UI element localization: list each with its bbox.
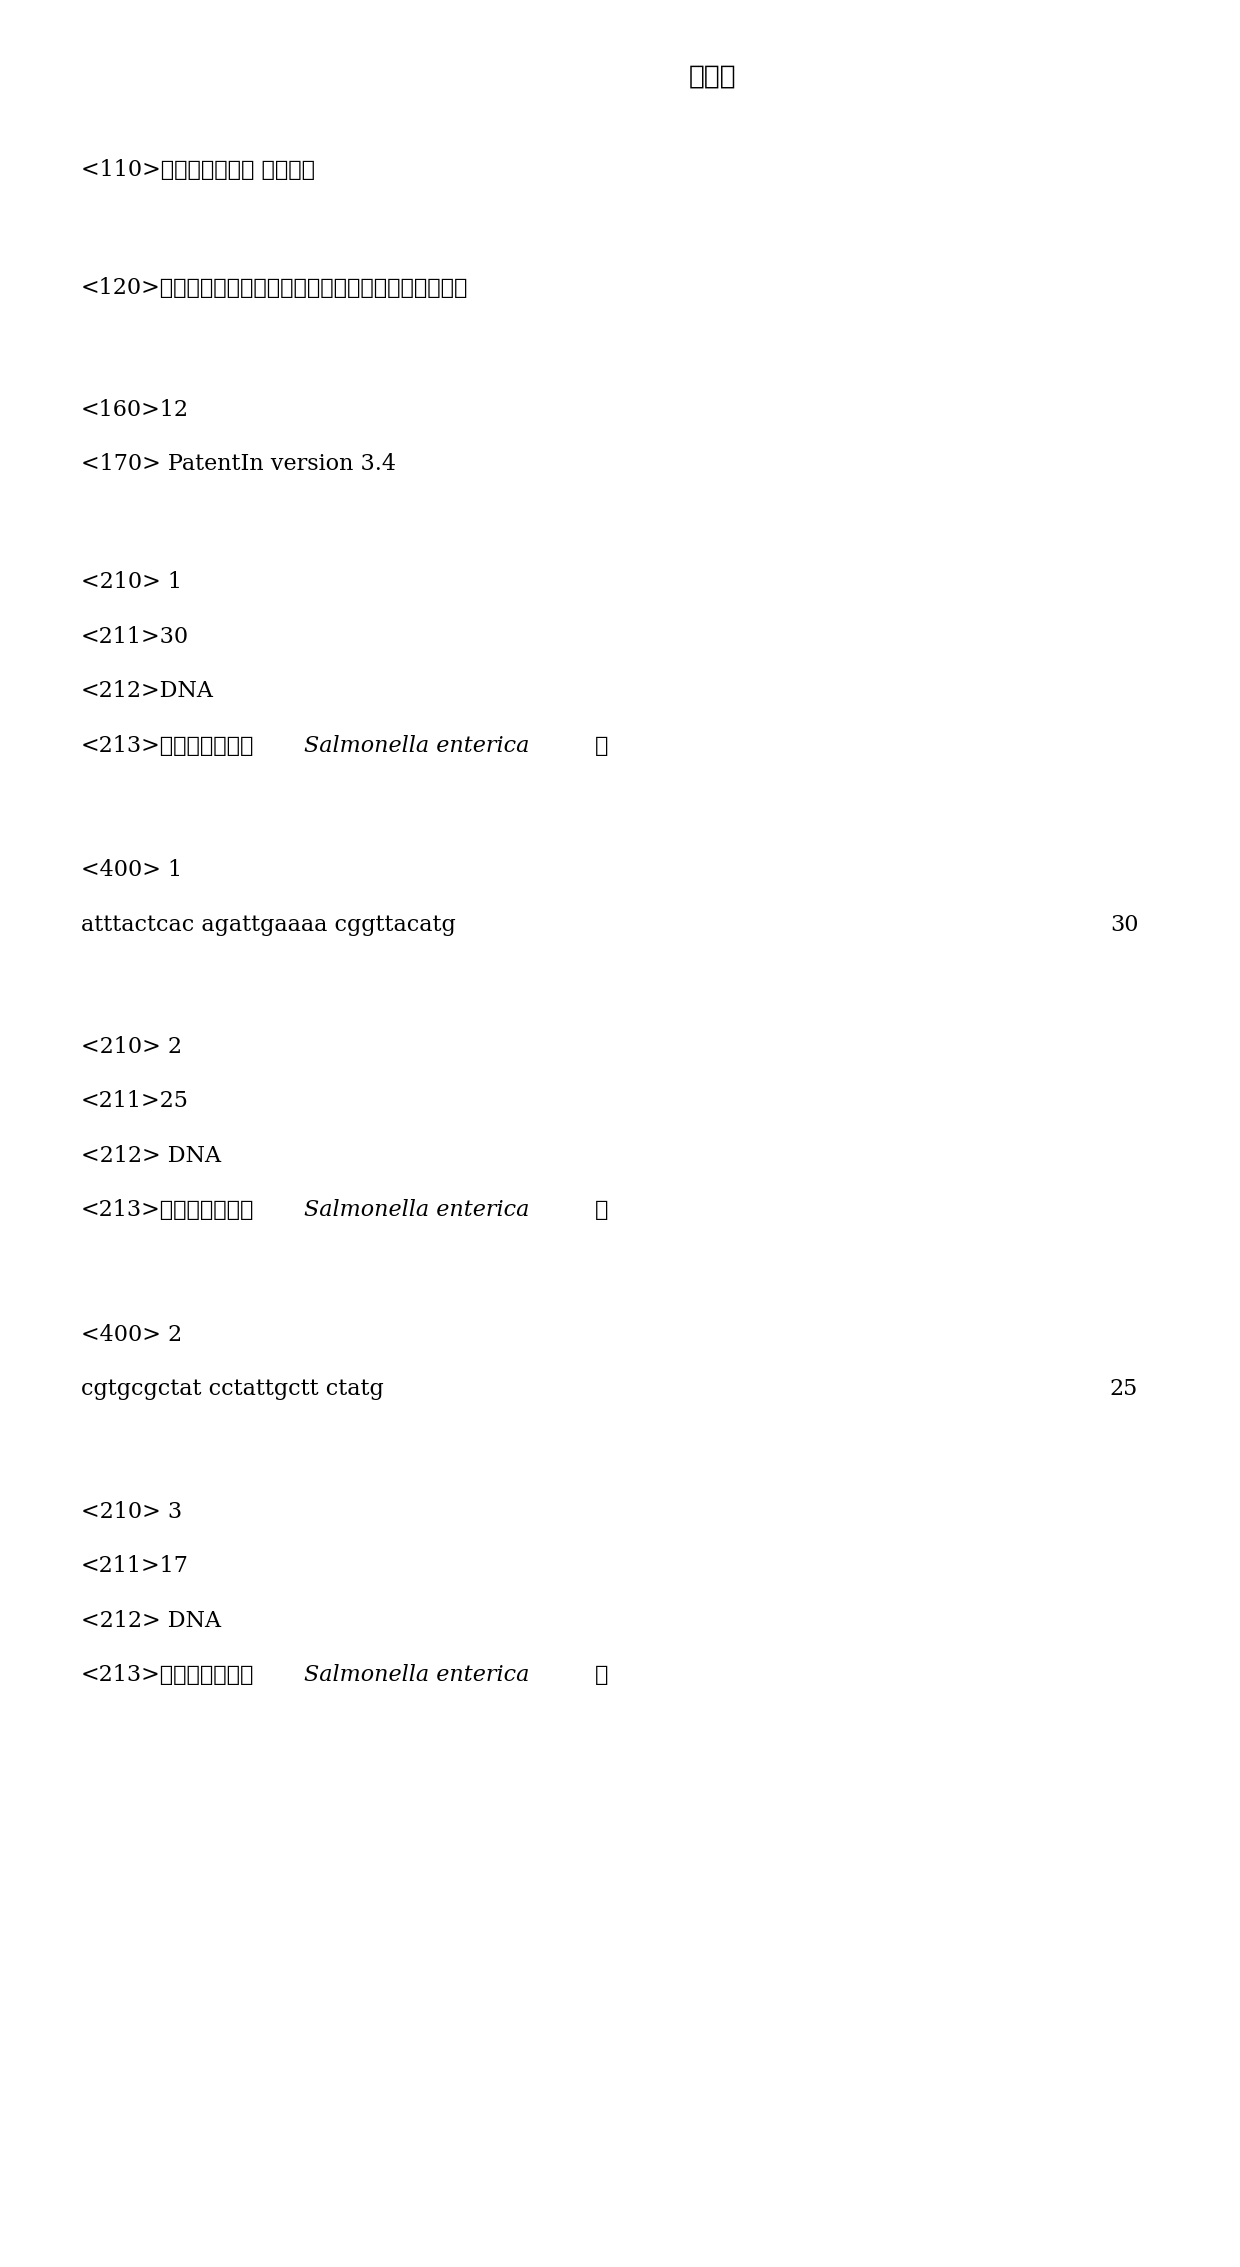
Text: <212> DNA: <212> DNA	[81, 1610, 221, 1632]
Text: ）: ）	[595, 1199, 609, 1222]
Text: <160>12: <160>12	[81, 399, 188, 422]
Text: 30: 30	[1110, 914, 1138, 936]
Text: <212>DNA: <212>DNA	[81, 680, 213, 703]
Text: <213>肠炎沙门氏菌（: <213>肠炎沙门氏菌（	[81, 1199, 254, 1222]
Text: 25: 25	[1110, 1378, 1138, 1401]
Text: <210> 1: <210> 1	[81, 571, 181, 594]
Text: <210> 2: <210> 2	[81, 1036, 181, 1059]
Text: <400> 2: <400> 2	[81, 1324, 182, 1347]
Text: <211>30: <211>30	[81, 626, 188, 648]
Text: ）: ）	[595, 735, 609, 757]
Text: <213>肠炎沙门氏菌（: <213>肠炎沙门氏菌（	[81, 1664, 254, 1687]
Text: ）: ）	[595, 1664, 609, 1687]
Text: <170> PatentIn version 3.4: <170> PatentIn version 3.4	[81, 453, 396, 476]
Text: <213>肠炎沙门氏菌（: <213>肠炎沙门氏菌（	[81, 735, 254, 757]
Text: <211>17: <211>17	[81, 1555, 188, 1578]
Text: Salmonella enterica: Salmonella enterica	[304, 1664, 529, 1687]
Text: cgtgcgctat cctattgctt ctatg: cgtgcgctat cctattgctt ctatg	[81, 1378, 383, 1401]
Text: Salmonella enterica: Salmonella enterica	[304, 735, 529, 757]
Text: <110>北京工商大学； 江汉大学: <110>北京工商大学； 江汉大学	[81, 159, 315, 181]
Text: <212> DNA: <212> DNA	[81, 1145, 221, 1168]
Text: <400> 1: <400> 1	[81, 859, 182, 882]
Text: Salmonella enterica: Salmonella enterica	[304, 1199, 529, 1222]
Text: <210> 3: <210> 3	[81, 1501, 182, 1523]
Text: 序列表: 序列表	[689, 63, 737, 88]
Text: atttactcac agattgaaaa cggttacatg: atttactcac agattgaaaa cggttacatg	[81, 914, 455, 936]
Text: <120>一种非诊断目的的肠道微生物定性与定量的检测方法: <120>一种非诊断目的的肠道微生物定性与定量的检测方法	[81, 277, 467, 299]
Text: <211>25: <211>25	[81, 1090, 188, 1113]
